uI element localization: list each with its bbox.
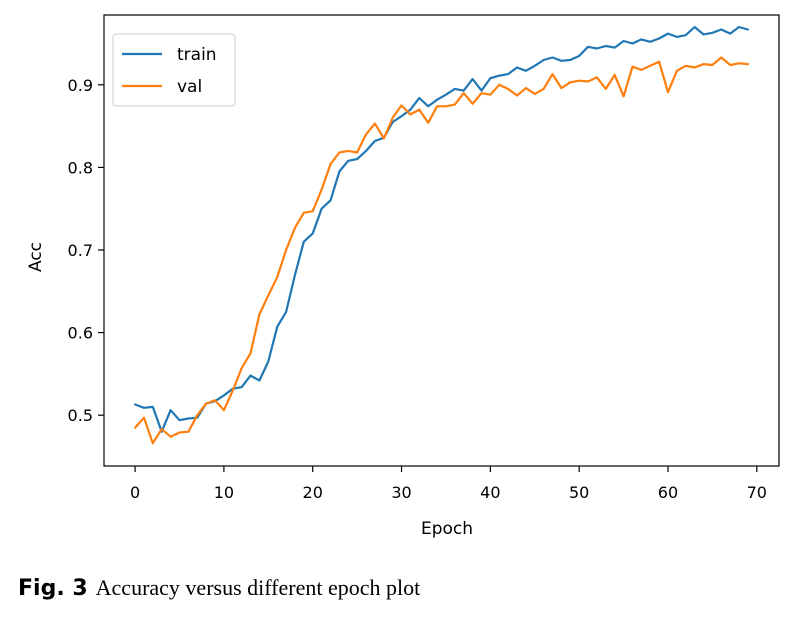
y-tick-label: 0.6 [68, 324, 93, 343]
legend-box [112, 33, 236, 107]
y-tick-label: 0.8 [68, 158, 93, 177]
series-line-train [134, 25, 750, 433]
y-tick-label: 0.9 [68, 76, 93, 95]
y-axis-label: Acc [26, 242, 46, 272]
plot-frame [103, 14, 780, 467]
x-tick-label: 0 [130, 483, 140, 502]
x-tick-label: 60 [658, 483, 678, 502]
series-line-val [134, 56, 750, 445]
legend: train val [112, 33, 236, 107]
x-tick-label: 20 [303, 483, 323, 502]
legend-label-val: val [177, 77, 202, 97]
legend-label-train: train [177, 45, 217, 65]
accuracy-chart: 0 10 20 30 40 50 60 70 0.5 0.6 0.7 0.8 0.9 Epoch Ac… [26, 14, 780, 539]
x-tick-label: 50 [569, 483, 589, 502]
x-tick-label: 30 [391, 483, 411, 502]
x-tick-label: 10 [214, 483, 234, 502]
x-axis-label: Epoch [421, 519, 473, 539]
figure-caption-text: Accuracy versus different epoch plot [95, 575, 421, 600]
plot-area [103, 14, 780, 467]
x-tick-label: 70 [747, 483, 767, 502]
figure-label: Fig. 3 [18, 576, 88, 601]
y-axis: 0.5 0.6 0.7 0.8 0.9 [68, 76, 104, 425]
y-tick-label: 0.7 [68, 241, 93, 260]
x-tick-label: 40 [480, 483, 500, 502]
figure-caption: Fig. 3 Accuracy versus different epoch pl… [18, 575, 420, 601]
x-axis: 0 10 20 30 40 50 60 70 [130, 466, 767, 502]
y-tick-label: 0.5 [68, 406, 93, 425]
